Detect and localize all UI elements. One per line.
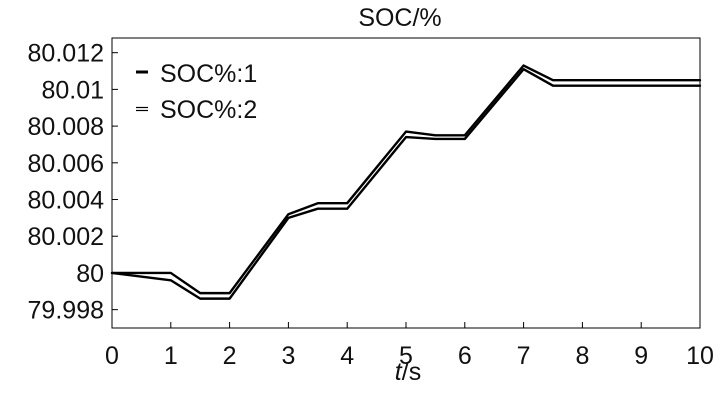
x-tick-label: 7 <box>517 342 531 370</box>
x-tick-label: 10 <box>686 342 714 370</box>
series-layer <box>110 64 702 300</box>
y-tick-label: 80.01 <box>41 76 104 104</box>
series-line-2 <box>110 67 702 300</box>
x-tick-label: 1 <box>164 342 178 370</box>
x-axis-ticks: 0 1 2 3 4 5 6 7 8 9 10 <box>105 322 714 370</box>
legend: SOC%:1 SOC%:2 <box>136 60 257 124</box>
y-tick-label: 80.004 <box>28 187 105 215</box>
x-tick-label: 6 <box>458 342 472 370</box>
x-tick-label: 4 <box>340 342 354 370</box>
y-axis-ticks: 79.998 80 80.002 80.004 80.006 80.008 80.01 80.… <box>28 40 118 325</box>
svg-text:t/s: t/s <box>395 358 421 386</box>
legend-label-series-2: SOC%:2 <box>160 96 257 124</box>
y-tick-label: 79.998 <box>28 297 104 325</box>
legend-label-series-1: SOC%:1 <box>160 60 257 88</box>
series-line-1 <box>110 64 702 295</box>
y-tick-label: 80.002 <box>28 223 104 251</box>
y-tick-label: 80.012 <box>28 40 104 68</box>
x-tick-label: 0 <box>105 342 119 370</box>
x-tick-label: 9 <box>634 342 648 370</box>
y-tick-label: 80 <box>76 260 104 288</box>
x-tick-label: 5 <box>399 342 413 370</box>
x-axis-title: t/s <box>395 358 421 386</box>
x-axis-label-italic: t <box>395 358 403 386</box>
x-axis-label-rest: /s <box>402 358 421 386</box>
chart-title: SOC/% <box>358 4 441 32</box>
x-tick-label: 2 <box>223 342 237 370</box>
x-tick-label: 8 <box>575 342 589 370</box>
y-tick-label: 80.008 <box>28 113 104 141</box>
y-tick-label: 80.006 <box>28 150 104 178</box>
x-tick-label: 3 <box>281 342 295 370</box>
